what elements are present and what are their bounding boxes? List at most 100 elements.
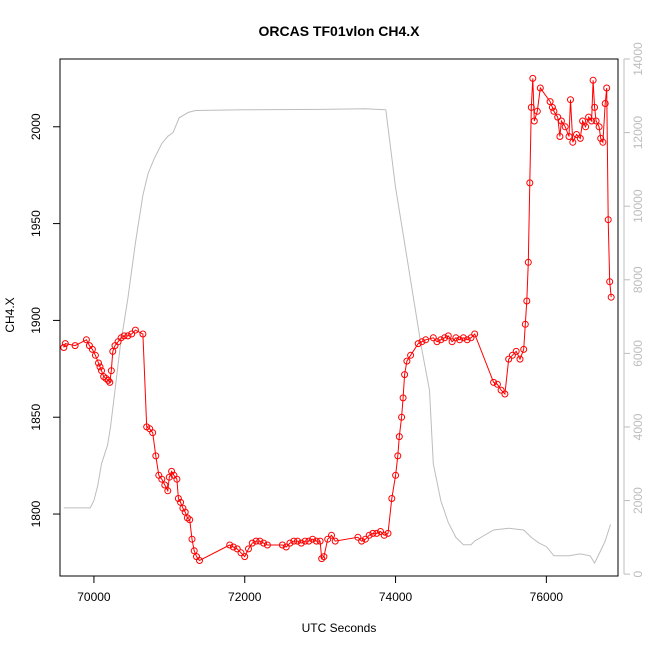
ch4-data-point: [312, 537, 320, 545]
ch4-line: [63, 78, 612, 562]
ch4-data-point: [403, 357, 411, 365]
y-tick-label: 1900: [29, 307, 43, 334]
ch4-data-point: [124, 332, 132, 340]
ch4-data-point: [524, 258, 532, 266]
y-axis: 1800 1850 1900 1950 2000: [29, 113, 61, 527]
ch4-data-point: [591, 103, 599, 111]
ch4-data-point: [237, 549, 245, 557]
ch4-data-point: [512, 347, 520, 355]
ch4-data-point: [521, 320, 529, 328]
y-tick-label: 1850: [29, 404, 43, 431]
ch4-data-point: [229, 543, 237, 551]
ch4-data-point: [91, 351, 99, 359]
ch4-data-point: [290, 537, 298, 545]
ch4-data-point: [471, 330, 479, 338]
ch4-data-point: [316, 537, 324, 545]
ch4-data-point: [414, 340, 422, 348]
ch4-data-point: [294, 537, 301, 545]
ch4-data-point: [529, 74, 537, 82]
ch4-data-point: [354, 533, 362, 541]
ch4-data-point: [437, 336, 445, 344]
x-axis-label: UTC Seconds: [302, 621, 377, 635]
ch4-data-point: [523, 297, 531, 305]
ch4-data-point: [433, 338, 441, 346]
ch4-data-point: [120, 332, 128, 340]
ch4-data-point: [589, 76, 597, 84]
ch4-data-point: [569, 138, 577, 146]
y2-tick-label: 6000: [631, 340, 645, 367]
ch4-data-point: [107, 367, 115, 375]
ch4-data-point: [394, 452, 402, 460]
ch4-data-point: [588, 117, 596, 125]
ch4-data-point: [164, 487, 172, 495]
ch4-series: [60, 74, 615, 564]
ch4-data-point: [100, 373, 108, 381]
ch4-data-point: [82, 336, 90, 344]
ch4-data-point: [384, 529, 392, 537]
ch4-data-point: [548, 103, 556, 111]
ch4-data-point: [526, 179, 534, 187]
ch4-data-point: [380, 531, 388, 539]
ch4-data-point: [422, 336, 430, 344]
ch4-data-point: [444, 332, 452, 340]
ch4-data-point: [592, 117, 600, 125]
ch4-data-point: [579, 117, 587, 125]
ch4-data-point: [188, 535, 196, 543]
ch4-data-point: [71, 342, 79, 350]
y2-tick-label: 2000: [631, 487, 645, 514]
ch4-data-point: [597, 134, 605, 142]
ch4-data-point: [399, 394, 407, 402]
ch4-data-point: [418, 338, 426, 346]
ch4-data-point: [604, 216, 612, 224]
ch4-data-point: [297, 539, 305, 547]
ch4-data-point: [395, 433, 403, 441]
ch4-data-point: [263, 541, 271, 549]
ch4-data-point: [88, 345, 96, 353]
ch4-data-point: [516, 355, 524, 363]
ch4-data-point: [149, 429, 157, 437]
ch4-data-point: [607, 293, 615, 301]
y2-axis: 0 2000 4000 6000 8000 10000 12000 14000: [623, 42, 645, 578]
ch4-data-point: [606, 278, 614, 286]
ch4-data-point: [96, 363, 104, 371]
ch4-data-point: [365, 531, 373, 539]
y2-tick-label: 4000: [631, 413, 645, 440]
ch4-data-point: [102, 375, 110, 382]
ch4-data-point: [173, 475, 181, 483]
ch4-data-point: [561, 123, 569, 131]
y-axis-label: CH4.X: [3, 297, 17, 332]
ch4-data-point: [60, 344, 68, 351]
ch4-data-point: [278, 541, 286, 549]
ch4-data-point: [398, 413, 406, 421]
ch4-data-point: [459, 334, 467, 342]
ch4-data-point: [401, 371, 409, 379]
y2-tick-label: 14000: [631, 42, 645, 76]
ch4-data-point: [165, 473, 173, 481]
ch4-data-point: [318, 555, 326, 563]
ch4-data-point: [256, 537, 264, 545]
ch4-data-point: [493, 380, 501, 388]
ch4-data-point: [331, 537, 339, 545]
ch4-data-point: [174, 495, 182, 502]
ch4-data-point: [61, 340, 69, 348]
ch4-data-point: [226, 541, 234, 549]
ch4-data-point: [109, 347, 117, 355]
ch4-data-point: [392, 471, 400, 479]
ch4-data-point: [309, 535, 317, 543]
ch4-data-point: [233, 545, 241, 553]
ch4-data-point: [448, 338, 456, 346]
ch4-data-point: [567, 96, 574, 104]
ch4-data-point: [369, 529, 377, 537]
ch4-data-point: [361, 535, 369, 543]
ch4-data-point: [527, 103, 535, 111]
ch4-data-point: [98, 367, 105, 375]
chart-title: ORCAS TF01vlon CH4.X: [258, 23, 420, 39]
ch4-data-point: [106, 378, 114, 386]
ch4-data-point: [196, 557, 203, 564]
ch4-data-point: [505, 355, 513, 363]
ch4-data-point: [550, 107, 558, 115]
ch4-data-point: [252, 537, 260, 545]
ch4-data-point: [388, 495, 396, 502]
